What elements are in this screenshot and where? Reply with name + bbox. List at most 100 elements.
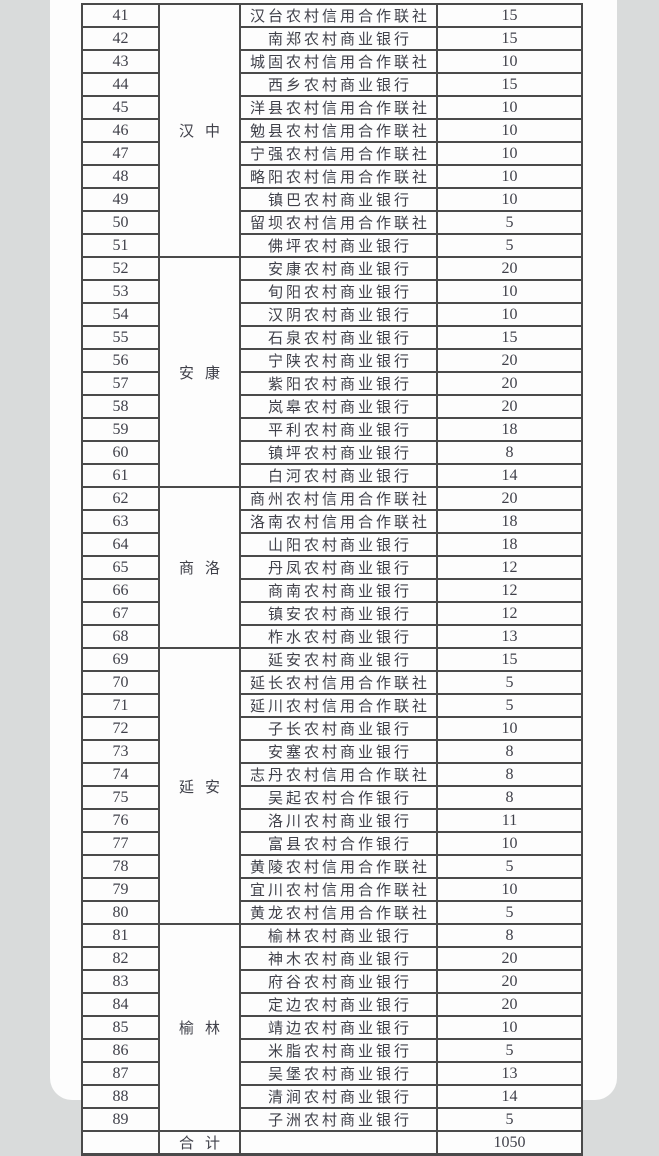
row-number-cell: 65 xyxy=(81,555,160,580)
total-value-cell: 1050 xyxy=(436,1130,583,1156)
document-page: 41 汉中 汉台农村信用合作联社 15 42 南郑农村商业银行 15 43 城固农村信用合作联社… xyxy=(50,0,617,1156)
value-cell: 18 xyxy=(436,509,583,534)
org-name-cell: 子洲农村商业银行 xyxy=(239,1107,438,1132)
table-row: 44 西乡农村商业银行 15 xyxy=(81,72,583,97)
table-row: 62 商洛 商州农村信用合作联社 20 xyxy=(81,486,583,649)
row-number-cell: 74 xyxy=(81,762,160,787)
value-cell: 10 xyxy=(436,877,583,902)
value-cell: 14 xyxy=(436,463,583,488)
value-cell: 15 xyxy=(436,26,583,51)
org-name-cell: 安康农村商业银行 xyxy=(239,256,438,281)
org-name-cell: 志丹农村信用合作联社 xyxy=(239,762,438,787)
value-cell: 20 xyxy=(436,348,583,373)
row-number-cell: 68 xyxy=(81,624,160,649)
value-cell: 18 xyxy=(436,417,583,442)
org-name-cell: 米脂农村商业银行 xyxy=(239,1038,438,1063)
org-name-cell: 吴起农村合作银行 xyxy=(239,785,438,810)
row-number-cell: 79 xyxy=(81,877,160,902)
value-cell: 20 xyxy=(436,256,583,281)
value-cell: 13 xyxy=(436,1061,583,1086)
value-cell: 11 xyxy=(436,808,583,833)
table-row: 89 子洲农村商业银行 5 xyxy=(81,1107,583,1132)
row-number-cell: 64 xyxy=(81,532,160,557)
row-number-cell: 73 xyxy=(81,739,160,764)
value-cell: 10 xyxy=(436,1015,583,1040)
value-cell: 10 xyxy=(436,831,583,856)
org-name-cell: 汉台农村信用合作联社 xyxy=(239,3,438,28)
org-name-cell: 镇安农村商业银行 xyxy=(239,601,438,626)
row-number-cell: 47 xyxy=(81,141,160,166)
row-number-cell: 44 xyxy=(81,72,160,97)
table-row: 61 白河农村商业银行 14 xyxy=(81,463,583,488)
row-number-cell: 46 xyxy=(81,118,160,143)
org-name-cell: 佛坪农村商业银行 xyxy=(239,233,438,258)
table-row: 51 佛坪农村商业银行 5 xyxy=(81,233,583,258)
value-cell: 12 xyxy=(436,555,583,580)
org-name-cell: 延安农村商业银行 xyxy=(239,647,438,672)
row-number-cell: 82 xyxy=(81,946,160,971)
value-cell: 15 xyxy=(436,72,583,97)
value-cell: 12 xyxy=(436,578,583,603)
org-name-cell: 榆林农村商业银行 xyxy=(239,923,438,948)
org-name-cell: 府谷农村商业银行 xyxy=(239,969,438,994)
table-row: 46 勉县农村信用合作联社 10 xyxy=(81,118,583,143)
table-row: 81 榆林 榆林农村商业银行 8 xyxy=(81,923,583,1132)
org-name-cell: 清涧农村商业银行 xyxy=(239,1084,438,1109)
table-row: 58 岚皋农村商业银行 20 xyxy=(81,394,583,419)
value-cell: 5 xyxy=(436,1107,583,1132)
value-cell: 8 xyxy=(436,762,583,787)
row-number-cell: 41 xyxy=(81,3,160,28)
value-cell: 10 xyxy=(436,95,583,120)
row-number-cell: 85 xyxy=(81,1015,160,1040)
table-row: 85 靖边农村商业银行 10 xyxy=(81,1015,583,1040)
value-cell: 20 xyxy=(436,992,583,1017)
table-row: 54 汉阴农村商业银行 10 xyxy=(81,302,583,327)
row-number-cell: 88 xyxy=(81,1084,160,1109)
region-cell: 延安 xyxy=(158,647,241,925)
table-row: 63 洛南农村信用合作联社 18 xyxy=(81,509,583,534)
value-cell: 12 xyxy=(436,601,583,626)
value-cell: 5 xyxy=(436,693,583,718)
table-row: 68 柞水农村商业银行 13 xyxy=(81,624,583,649)
region-cell: 榆林 xyxy=(158,923,241,1132)
table-row: 47 宁强农村信用合作联社 10 xyxy=(81,141,583,166)
table-row: 84 定边农村商业银行 20 xyxy=(81,992,583,1017)
row-number-cell: 48 xyxy=(81,164,160,189)
row-number-cell: 75 xyxy=(81,785,160,810)
table-row: 42 南郑农村商业银行 15 xyxy=(81,26,583,51)
row-number-cell: 59 xyxy=(81,417,160,442)
org-name-cell: 白河农村商业银行 xyxy=(239,463,438,488)
row-number-cell: 43 xyxy=(81,49,160,74)
value-cell: 10 xyxy=(436,141,583,166)
value-cell: 10 xyxy=(436,716,583,741)
org-name-cell: 留坝农村信用合作联社 xyxy=(239,210,438,235)
row-number-cell: 86 xyxy=(81,1038,160,1063)
table-row: 76 洛川农村商业银行 11 xyxy=(81,808,583,833)
row-number-cell: 66 xyxy=(81,578,160,603)
org-name-cell: 安塞农村商业银行 xyxy=(239,739,438,764)
table-row: 72 子长农村商业银行 10 xyxy=(81,716,583,741)
row-number-cell: 69 xyxy=(81,647,160,672)
row-number-cell: 83 xyxy=(81,969,160,994)
table-row: 60 镇坪农村商业银行 8 xyxy=(81,440,583,465)
value-cell: 18 xyxy=(436,532,583,557)
org-name-cell: 宁强农村信用合作联社 xyxy=(239,141,438,166)
org-name-cell: 丹凤农村商业银行 xyxy=(239,555,438,580)
org-name-cell: 富县农村合作银行 xyxy=(239,831,438,856)
value-cell: 13 xyxy=(436,624,583,649)
org-name-cell: 石泉农村商业银行 xyxy=(239,325,438,350)
value-cell: 5 xyxy=(436,900,583,925)
value-cell: 15 xyxy=(436,647,583,672)
value-cell: 8 xyxy=(436,440,583,465)
value-cell: 10 xyxy=(436,118,583,143)
table-row: 55 石泉农村商业银行 15 xyxy=(81,325,583,350)
table-row: 65 丹凤农村商业银行 12 xyxy=(81,555,583,580)
org-name-cell: 柞水农村商业银行 xyxy=(239,624,438,649)
row-number-cell: 62 xyxy=(81,486,160,511)
row-number-cell: 77 xyxy=(81,831,160,856)
table-row: 79 宜川农村信用合作联社 10 xyxy=(81,877,583,902)
value-cell: 20 xyxy=(436,394,583,419)
org-name-cell: 岚皋农村商业银行 xyxy=(239,394,438,419)
row-number-cell: 84 xyxy=(81,992,160,1017)
value-cell: 10 xyxy=(436,187,583,212)
